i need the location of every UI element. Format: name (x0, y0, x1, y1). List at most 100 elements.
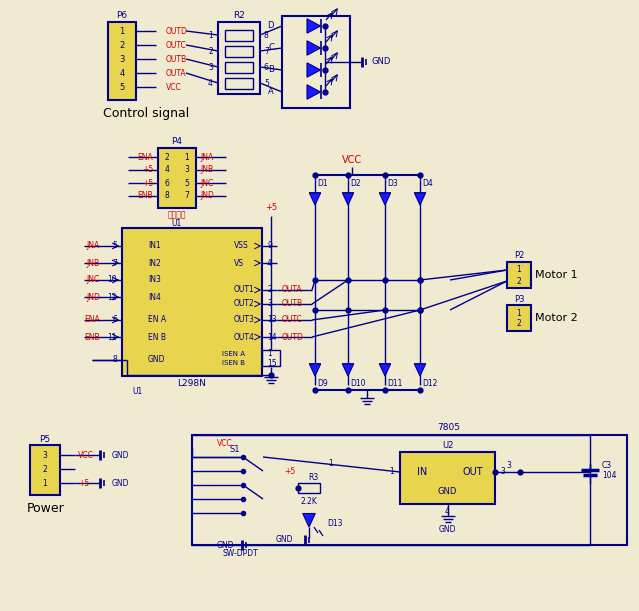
Text: 5: 5 (264, 78, 269, 87)
Text: 7: 7 (185, 191, 189, 200)
Text: OUT: OUT (463, 467, 483, 477)
Text: U2: U2 (442, 441, 453, 450)
Text: GND: GND (275, 535, 293, 544)
Text: 3: 3 (507, 461, 511, 469)
Text: OUTD: OUTD (166, 26, 188, 35)
Text: OUTB: OUTB (282, 299, 303, 309)
Polygon shape (380, 193, 390, 205)
Text: 2: 2 (165, 153, 169, 161)
Text: 4: 4 (165, 166, 169, 175)
Text: ENB: ENB (84, 332, 100, 342)
Text: JND: JND (200, 191, 214, 200)
Bar (122, 228, 262, 376)
Bar (158, 148, 196, 208)
Text: P5: P5 (40, 434, 50, 444)
Text: EN A: EN A (148, 315, 166, 324)
Text: D: D (268, 21, 274, 31)
Text: 3: 3 (119, 54, 125, 64)
Bar (282, 16, 350, 108)
Bar (507, 262, 531, 288)
Polygon shape (309, 193, 321, 205)
Text: OUTA: OUTA (166, 68, 187, 78)
Text: D1: D1 (317, 178, 328, 188)
Text: 4: 4 (208, 78, 213, 87)
Text: P6: P6 (116, 12, 128, 21)
Text: Control signal: Control signal (103, 108, 189, 120)
Text: 1: 1 (267, 349, 272, 359)
Text: +5: +5 (142, 178, 153, 188)
Text: 4: 4 (267, 258, 272, 268)
Text: C: C (268, 43, 274, 53)
Text: VS: VS (234, 258, 244, 268)
Text: OUTC: OUTC (166, 40, 187, 49)
Text: U1: U1 (172, 219, 182, 229)
Text: 1: 1 (389, 467, 394, 477)
Text: 电机控制: 电机控制 (168, 211, 186, 219)
Text: Motor 1: Motor 1 (535, 270, 578, 280)
Text: U1: U1 (132, 387, 142, 397)
Bar (400, 452, 495, 504)
Text: OUT3: OUT3 (234, 315, 255, 324)
Polygon shape (343, 193, 353, 205)
Text: +5: +5 (265, 203, 277, 213)
Text: OUTA: OUTA (282, 285, 303, 295)
Text: +5: +5 (284, 467, 296, 475)
Text: P4: P4 (171, 136, 183, 145)
Text: 3: 3 (185, 166, 189, 175)
Text: 4: 4 (445, 507, 450, 516)
Text: C3: C3 (602, 461, 612, 470)
Text: ISEN A: ISEN A (222, 351, 245, 357)
Bar (225, 46, 253, 57)
Text: IN2: IN2 (148, 258, 161, 268)
Text: VCC: VCC (342, 155, 362, 165)
Polygon shape (415, 364, 426, 376)
Text: 8: 8 (165, 191, 169, 200)
Text: VCC: VCC (166, 82, 181, 92)
Text: GND: GND (372, 57, 391, 67)
Text: 1: 1 (516, 266, 521, 274)
Text: OUTC: OUTC (282, 315, 303, 324)
Text: D4: D4 (422, 178, 433, 188)
Text: A: A (268, 87, 274, 97)
Bar (30, 445, 60, 495)
Text: 6: 6 (165, 178, 169, 188)
Text: JNA: JNA (87, 241, 100, 251)
Text: 2: 2 (208, 46, 213, 56)
Text: 2: 2 (516, 320, 521, 329)
Polygon shape (309, 364, 321, 376)
Text: D3: D3 (387, 178, 397, 188)
Text: P2: P2 (514, 252, 524, 260)
Text: 6: 6 (264, 62, 269, 71)
Text: D9: D9 (317, 379, 328, 389)
Bar (225, 30, 253, 41)
Text: 5: 5 (119, 82, 125, 92)
Text: D12: D12 (422, 379, 437, 389)
Text: 8: 8 (112, 356, 117, 365)
Polygon shape (343, 364, 353, 376)
Text: D11: D11 (387, 379, 403, 389)
Text: GND: GND (148, 356, 166, 365)
Text: 104: 104 (602, 472, 617, 480)
Bar (225, 62, 253, 73)
Text: OUTB: OUTB (166, 54, 187, 64)
Text: IN3: IN3 (148, 276, 161, 285)
Text: 7: 7 (264, 46, 269, 56)
Text: 15: 15 (267, 359, 277, 367)
Bar (298, 483, 320, 493)
Text: GND: GND (217, 541, 234, 549)
Text: 1: 1 (185, 153, 189, 161)
Text: 7: 7 (112, 258, 117, 268)
Text: JNB: JNB (200, 166, 213, 175)
Text: 5: 5 (185, 178, 189, 188)
Text: OUT4: OUT4 (234, 332, 255, 342)
Text: 1: 1 (516, 309, 521, 318)
Text: IN: IN (417, 467, 427, 477)
Text: GND: GND (438, 488, 457, 497)
Text: EN B: EN B (148, 332, 166, 342)
Text: B: B (268, 65, 274, 75)
Bar (192, 435, 627, 545)
Text: Power: Power (27, 502, 65, 516)
Text: JNB: JNB (87, 258, 100, 268)
Bar (262, 350, 280, 366)
Polygon shape (307, 41, 321, 55)
